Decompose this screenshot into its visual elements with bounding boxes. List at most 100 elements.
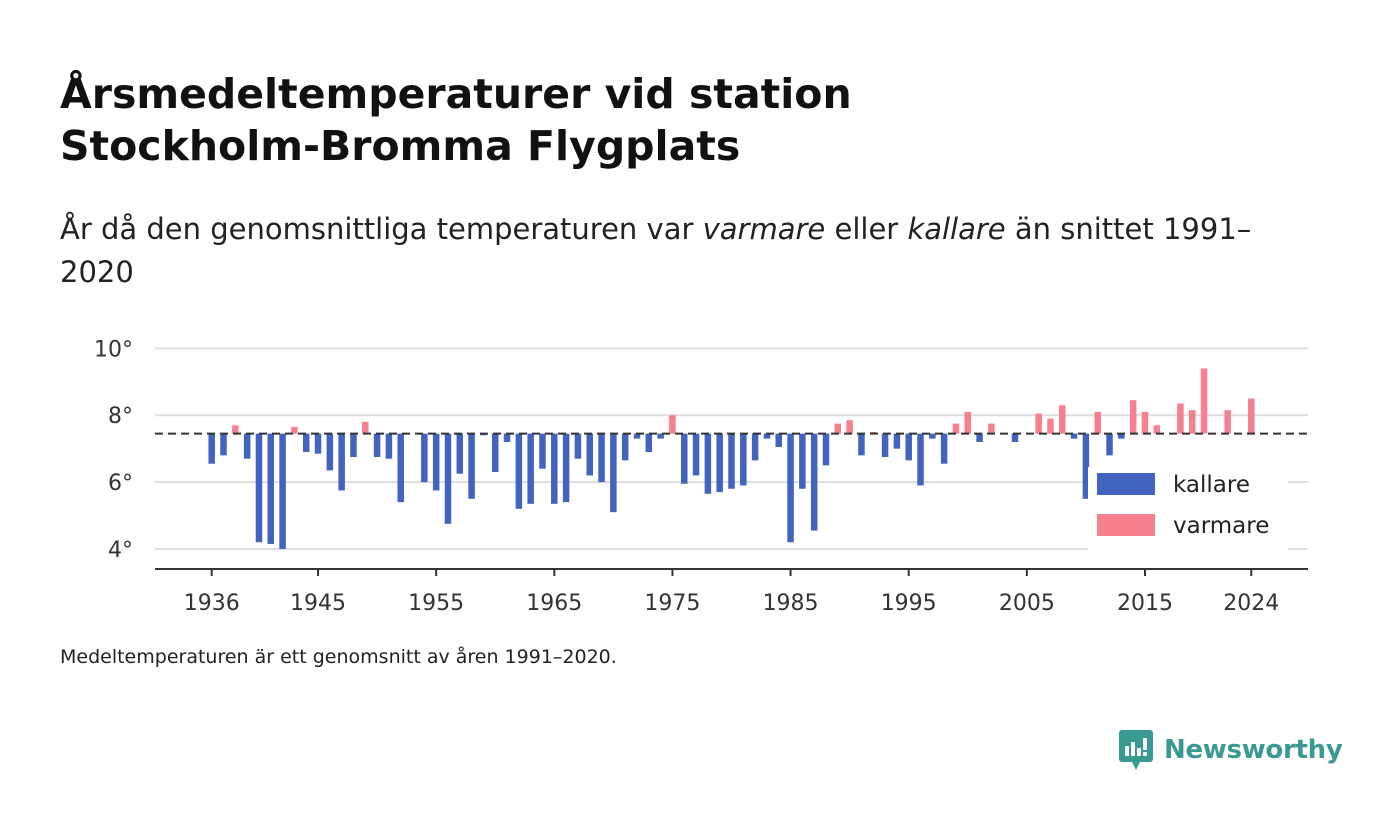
- bar-warm: [952, 423, 960, 434]
- bar-cold: [704, 433, 712, 494]
- bar-cold: [243, 433, 251, 459]
- bar-warm: [1188, 410, 1196, 434]
- bar-warm: [669, 415, 676, 434]
- legend-swatch-cold: [1097, 473, 1155, 495]
- bar-cold: [397, 433, 404, 503]
- legend-swatch-warm: [1097, 514, 1155, 536]
- bar-cold: [220, 433, 227, 456]
- bar-warm: [291, 426, 298, 434]
- bar-warm: [1248, 398, 1255, 434]
- bar-cold: [432, 433, 440, 491]
- bar-warm: [1094, 411, 1101, 434]
- bar-warm: [1177, 403, 1184, 434]
- bar-cold: [515, 433, 523, 509]
- bar-cold: [326, 433, 334, 471]
- bar-cold: [881, 433, 889, 458]
- subtitle-suffix: än snittet 1991–2020: [60, 212, 1252, 289]
- bar-cold: [267, 433, 275, 544]
- chart-title-line-1: Årsmedeltemperaturer vid station: [60, 70, 852, 118]
- x-tick-label: 1985: [763, 591, 819, 616]
- footnote: Medeltemperaturen är ett genomsnitt av å…: [60, 646, 617, 668]
- bar-cold: [810, 433, 818, 531]
- x-tick-label: 1975: [644, 591, 700, 616]
- bar-cold: [787, 433, 794, 543]
- bar-cold: [1011, 433, 1019, 442]
- bar-warm: [988, 423, 995, 434]
- bar-warm: [1129, 400, 1137, 434]
- x-tick-label: 1965: [526, 591, 582, 616]
- bar-cold: [740, 433, 747, 486]
- y-tick-label: 4°: [108, 538, 133, 563]
- bar-cold: [586, 433, 593, 476]
- bar-cold: [373, 433, 381, 458]
- bar-warm: [362, 421, 369, 434]
- bar-cold: [633, 433, 641, 439]
- bar-cold: [692, 433, 700, 476]
- bar-warm: [1224, 410, 1231, 434]
- subtitle-prefix: År då den genomsnittliga temperaturen va…: [60, 212, 694, 246]
- bar-cold: [539, 433, 546, 469]
- bar-cold: [716, 433, 723, 493]
- legend-label-cold: kallare: [1173, 472, 1250, 498]
- bar-cold: [645, 433, 653, 452]
- bar-cold: [610, 433, 617, 513]
- newsworthy-logo-text: Newsworthy: [1164, 735, 1343, 765]
- bar-cold: [775, 433, 783, 447]
- bar-cold: [574, 433, 582, 459]
- bar-cold: [822, 433, 830, 466]
- bar-cold: [1070, 433, 1078, 439]
- bar-warm: [834, 423, 842, 434]
- bar-cold: [255, 433, 263, 543]
- bar-cold: [562, 433, 570, 503]
- bar-cold: [929, 433, 936, 439]
- bar-cold: [621, 433, 629, 461]
- newsworthy-logo-icon: [1119, 730, 1153, 770]
- x-tick-label: 1945: [290, 591, 346, 616]
- bar-cold: [421, 433, 428, 483]
- legend-label-warm: varmare: [1173, 513, 1269, 539]
- bar-warm: [846, 420, 853, 434]
- bar-cold: [385, 433, 393, 459]
- bar-cold: [314, 433, 322, 454]
- bar-warm: [1035, 413, 1042, 434]
- chart-area: 4° 6° 8° 10° 1936 1945 1955 1965 1975 1985 1995 200…: [0, 320, 1400, 620]
- bar-warm: [1059, 405, 1066, 434]
- chart-title-line-2: Stockholm-Bromma Flygplats: [60, 122, 741, 170]
- bar-cold: [338, 433, 345, 491]
- bar-cold: [598, 433, 605, 483]
- y-tick-label: 10°: [94, 337, 133, 362]
- bar-cold: [799, 433, 806, 489]
- bar-cold: [444, 433, 452, 524]
- x-tick-label: 2024: [1223, 591, 1279, 616]
- bar-cold: [350, 433, 357, 458]
- chart-subtitle: År då den genomsnittliga temperaturen va…: [60, 208, 1310, 294]
- x-tick-label: 2015: [1117, 591, 1173, 616]
- bar-cold: [1082, 433, 1090, 499]
- bar-cold: [302, 433, 310, 452]
- bar-warm: [964, 411, 972, 434]
- bar-warm: [232, 425, 239, 434]
- newsworthy-logo[interactable]: Newsworthy: [1118, 728, 1343, 772]
- bar-cold: [503, 433, 511, 442]
- bar-cold: [456, 433, 464, 474]
- x-tick-label: 2005: [999, 591, 1055, 616]
- bar-cold: [527, 433, 534, 504]
- bar-cold: [905, 433, 912, 461]
- bar-cold: [491, 433, 499, 473]
- bar-cold: [751, 433, 759, 461]
- bar-warm: [1141, 411, 1149, 434]
- subtitle-cold-word: kallare: [907, 212, 1006, 246]
- bar-cold: [551, 433, 558, 504]
- bar-cold: [1106, 433, 1113, 456]
- bar-cold: [763, 433, 771, 439]
- bar-cold: [208, 433, 215, 464]
- y-tick-label: 6°: [108, 471, 133, 496]
- bar-warm: [1153, 425, 1161, 434]
- bar-cold: [1118, 433, 1125, 439]
- bar-cold: [858, 433, 865, 456]
- bar-cold: [940, 433, 948, 464]
- bar-cold: [468, 433, 475, 499]
- bar-cold: [893, 433, 901, 449]
- chart-title: Årsmedeltemperaturer vid station Stockho…: [60, 68, 1060, 172]
- bar-warm: [1200, 368, 1208, 434]
